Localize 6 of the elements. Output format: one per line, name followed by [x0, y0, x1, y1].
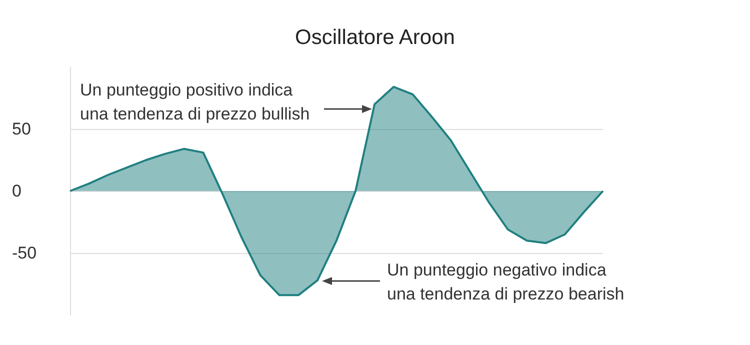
y-tick-label: -50	[12, 244, 37, 262]
y-tick-label: 0	[12, 182, 22, 200]
annotation: Un punteggio negativo indica una tendenza di prezzo bearish	[387, 260, 624, 304]
chart-title: Oscillatore Aroon	[295, 26, 455, 49]
annotation: Un punteggio positivo indica una tendenza di prezzo bullish	[80, 80, 310, 124]
y-tick-label: 50	[12, 120, 31, 138]
